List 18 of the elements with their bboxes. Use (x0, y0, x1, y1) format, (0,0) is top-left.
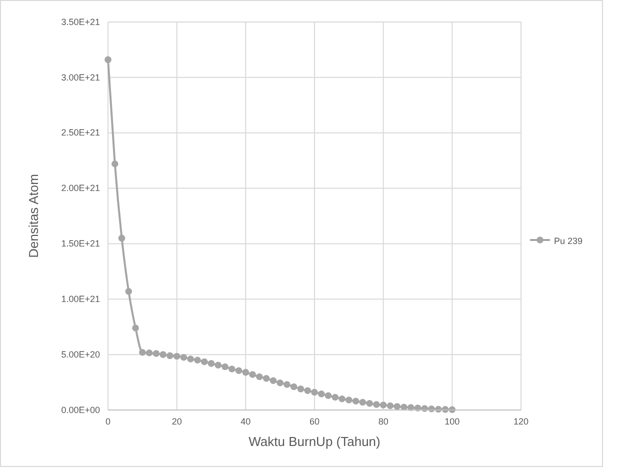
y-tick-label: 1.50E+21 (61, 238, 100, 249)
y-tick-label: 1.00E+21 (61, 294, 100, 304)
y-tick-label: 2.00E+21 (61, 183, 100, 194)
x-tick-label: 80 (378, 416, 388, 426)
x-tick-label: 120 (513, 416, 529, 426)
y-tick-label: 3.50E+21 (61, 16, 100, 27)
x-tick-label: 20 (172, 416, 182, 426)
y-tick-label: 3.00E+21 (61, 72, 100, 82)
x-tick-label: 40 (240, 416, 251, 426)
y-tick-label: 5.00E+20 (61, 349, 100, 360)
x-tick-label: 0 (105, 416, 111, 426)
legend-label: Pu 239 (554, 236, 583, 246)
y-tick-label: 2.50E+21 (61, 128, 100, 138)
x-tick-label: 60 (309, 416, 320, 426)
y-axis-title: Densitas Atom (26, 174, 41, 258)
x-tick-label: 100 (444, 416, 460, 426)
y-tick-label: 0.00E+00 (61, 404, 100, 415)
x-axis-title: Waktu BurnUp (Tahun) (248, 434, 380, 449)
